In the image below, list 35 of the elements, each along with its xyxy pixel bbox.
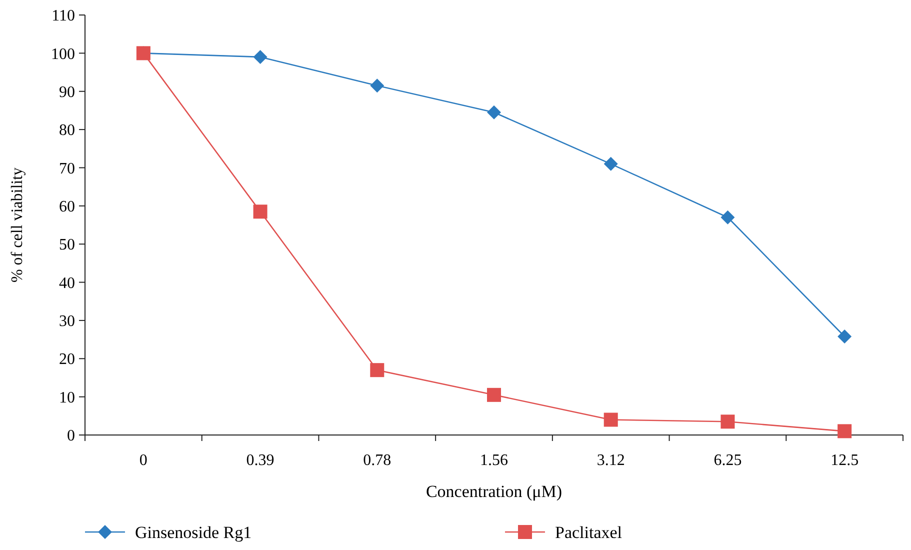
legend-label: Ginsenoside Rg1 bbox=[135, 522, 252, 542]
x-tick-label: 1.56 bbox=[480, 452, 508, 469]
point bbox=[487, 388, 501, 402]
point bbox=[253, 50, 268, 64]
y-tick-label: 60 bbox=[59, 198, 75, 216]
y-tick-label: 70 bbox=[59, 160, 75, 178]
y-tick-label: 90 bbox=[59, 84, 75, 101]
point bbox=[720, 210, 735, 224]
y-tick-label: 10 bbox=[59, 389, 75, 406]
point bbox=[838, 424, 852, 438]
point bbox=[370, 363, 384, 378]
x-tick-label: 0 bbox=[139, 452, 148, 469]
x-tick-label: 3.12 bbox=[596, 452, 625, 469]
y-tick-label: 80 bbox=[59, 122, 75, 140]
x-tick-label: 6.25 bbox=[714, 452, 742, 469]
point bbox=[253, 204, 268, 219]
y-tick-label: 0 bbox=[67, 428, 75, 445]
point bbox=[720, 414, 735, 429]
point bbox=[370, 78, 384, 93]
x-tick-label: 0.78 bbox=[363, 452, 392, 469]
y-tick-label: 110 bbox=[52, 8, 75, 25]
y-tick-label: 50 bbox=[59, 236, 75, 254]
x-tick-label: 12.5 bbox=[830, 452, 859, 469]
point bbox=[604, 412, 618, 427]
y-axis-title: % of cell viability bbox=[9, 167, 26, 283]
legend-label: Paclitaxel bbox=[555, 522, 622, 542]
y-tick-label: 100 bbox=[51, 46, 75, 63]
y-tick-label: 30 bbox=[59, 313, 75, 330]
y-tick-label: 40 bbox=[59, 274, 75, 292]
y-tick-label: 20 bbox=[59, 351, 75, 368]
point bbox=[487, 105, 501, 120]
point bbox=[604, 156, 618, 171]
x-axis-title: Concentration (μM) bbox=[426, 482, 562, 501]
point bbox=[838, 329, 852, 344]
x-tick-label: 0.39 bbox=[246, 452, 274, 469]
